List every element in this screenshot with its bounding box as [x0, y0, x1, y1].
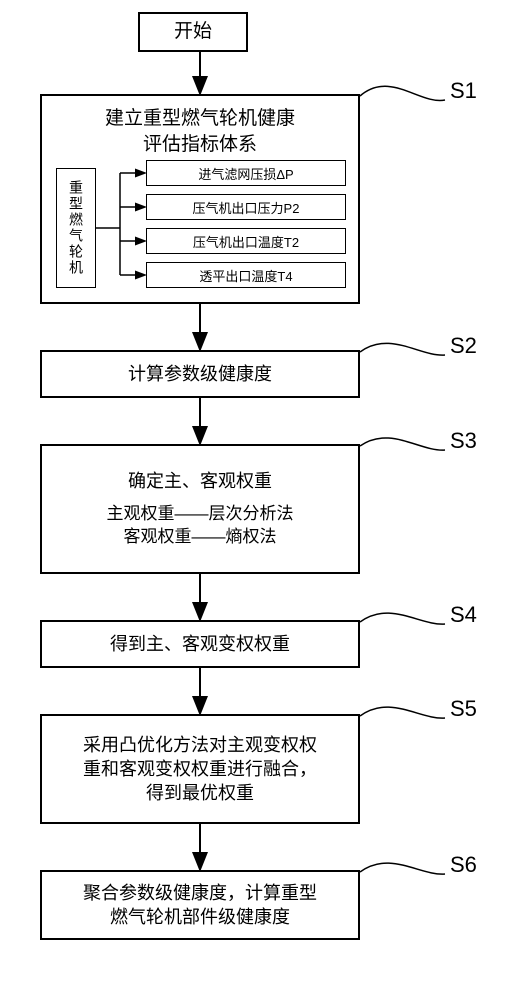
node-s2-text: 计算参数级健康度: [128, 362, 272, 386]
node-s6-line2: 燃气轮机部件级健康度: [110, 905, 290, 929]
node-s5: 采用凸优化方法对主观变权权 重和客观变权权重进行融合， 得到最优权重: [40, 714, 360, 824]
label-s3: S3: [450, 428, 477, 454]
flowchart-canvas: 开始 建立重型燃气轮机健康 评估指标体系 重型燃气轮机 进气滤网压损ΔP 压气机…: [0, 0, 507, 1000]
node-s3-line1: 确定主、客观权重: [128, 469, 272, 493]
label-s4: S4: [450, 602, 477, 628]
node-s5-line1: 采用凸优化方法对主观变权权: [83, 733, 317, 757]
node-start: 开始: [138, 12, 248, 52]
param-3-text: 透平出口温度T4: [199, 266, 292, 285]
param-2-text: 压气机出口温度T2: [193, 232, 299, 251]
label-s5: S5: [450, 696, 477, 722]
node-s1-side-box: 重型燃气轮机: [56, 168, 96, 288]
node-s3-line2: 主观权重——层次分析法: [107, 503, 294, 526]
node-s1-side-label: 重型燃气轮机: [66, 180, 86, 276]
node-s6: 聚合参数级健康度，计算重型 燃气轮机部件级健康度: [40, 870, 360, 940]
node-s1-title1: 建立重型燃气轮机健康: [105, 106, 295, 132]
node-s4-text: 得到主、客观变权权重: [110, 632, 290, 656]
node-s1-param-2: 压气机出口温度T2: [146, 228, 346, 254]
param-1-text: 压气机出口压力P2: [193, 198, 300, 217]
node-s1-title2: 评估指标体系: [143, 132, 257, 158]
label-s1: S1: [450, 78, 477, 104]
label-s6: S6: [450, 852, 477, 878]
param-0-text: 进气滤网压损ΔP: [198, 164, 293, 183]
node-s6-line1: 聚合参数级健康度，计算重型: [83, 881, 317, 905]
node-s1-param-1: 压气机出口压力P2: [146, 194, 346, 220]
node-s2: 计算参数级健康度: [40, 350, 360, 398]
node-s5-line2: 重和客观变权权重进行融合，: [83, 757, 317, 781]
node-s5-line3: 得到最优权重: [146, 781, 254, 805]
node-s1-param-3: 透平出口温度T4: [146, 262, 346, 288]
node-s3-line3: 客观权重——熵权法: [124, 526, 277, 549]
node-s4: 得到主、客观变权权重: [40, 620, 360, 668]
node-start-text: 开始: [174, 19, 212, 45]
node-s3: 确定主、客观权重 主观权重——层次分析法 客观权重——熵权法: [40, 444, 360, 574]
label-s2: S2: [450, 333, 477, 359]
node-s1-param-0: 进气滤网压损ΔP: [146, 160, 346, 186]
